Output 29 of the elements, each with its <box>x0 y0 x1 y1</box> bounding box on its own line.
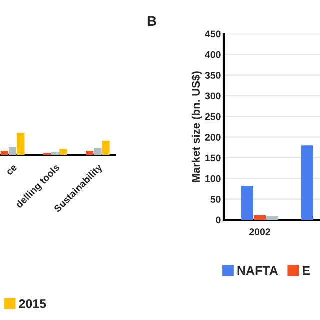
legend-label: NAFTA <box>238 266 278 276</box>
bar <box>266 216 279 220</box>
y-tick-label: 0 <box>216 216 221 224</box>
bar <box>94 148 102 155</box>
bar <box>241 186 254 220</box>
y-tick-label: 50 <box>210 196 221 203</box>
y-axis-title: Market size (bn. US$) <box>192 72 202 182</box>
bar <box>0 151 9 155</box>
bar <box>17 133 25 155</box>
bar <box>301 146 314 220</box>
legend-label: E <box>303 266 310 276</box>
bar <box>8 147 17 155</box>
bar <box>102 140 110 155</box>
bar <box>254 215 266 220</box>
y-tick-label: 250 <box>205 113 221 120</box>
y-tick-label: 100 <box>206 175 221 182</box>
y-tick-label: 350 <box>205 72 221 79</box>
bar <box>52 152 60 155</box>
x-tick-label: 2002 <box>250 228 270 236</box>
y-tick-label: 300 <box>205 92 221 100</box>
chart-title: B <box>148 16 156 26</box>
x-tick-label: ce <box>6 164 18 176</box>
y-tick-label: 150 <box>206 154 221 162</box>
bar <box>60 149 68 155</box>
y-tick-label: 400 <box>205 51 221 58</box>
bar <box>86 151 94 155</box>
legend-label: 2015 <box>19 299 46 308</box>
y-tick-label: 200 <box>205 134 221 141</box>
y-tick-label: 450 <box>205 30 221 38</box>
